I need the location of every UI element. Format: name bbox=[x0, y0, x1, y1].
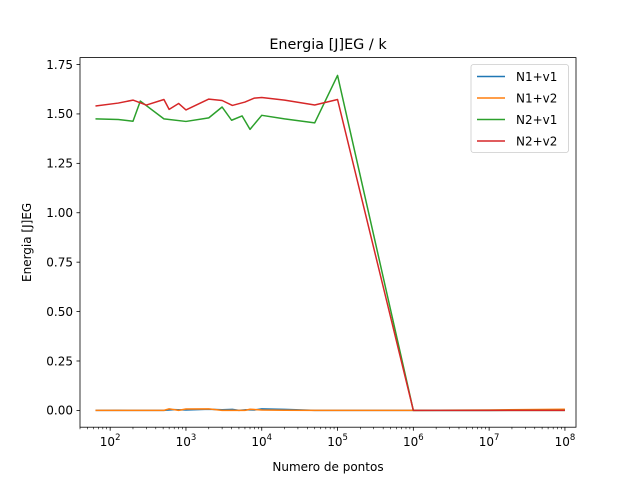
x-axis-ticks: 102 103 104 105 106 107 108 bbox=[79, 427, 576, 449]
legend-label: N2+v2 bbox=[516, 134, 557, 148]
legend-label: N1+v1 bbox=[516, 70, 557, 84]
series-line-4 bbox=[95, 96, 565, 412]
y-tick-label: 0.75 bbox=[46, 255, 73, 269]
x-tick-label: 106 bbox=[403, 433, 424, 449]
y-tick-label: 0.25 bbox=[46, 354, 73, 368]
x-axis-label: Numero de pontos bbox=[272, 460, 383, 474]
legend-label: N1+v2 bbox=[516, 91, 557, 105]
y-axis-ticks: 0.00 0.25 0.50 0.75 1.00 1.25 1.50 1.75 bbox=[46, 58, 80, 418]
x-tick-label: 108 bbox=[555, 433, 576, 449]
chart-title: Energia [J]EG / k bbox=[269, 37, 387, 53]
legend-box bbox=[470, 64, 569, 153]
plot-frame bbox=[79, 57, 577, 428]
x-tick-label: 104 bbox=[251, 433, 272, 449]
y-axis-label: Energia [J]EG bbox=[20, 203, 34, 282]
y-tick-label: 1.00 bbox=[46, 206, 73, 220]
x-tick-label: 105 bbox=[327, 433, 348, 449]
plot-lines bbox=[95, 74, 565, 412]
y-tick-label: 1.50 bbox=[46, 107, 73, 121]
series-line-2 bbox=[95, 408, 565, 412]
legend: N1+v1 N1+v2 N2+v1 N2+v2 bbox=[470, 64, 569, 153]
x-tick-label: 102 bbox=[100, 433, 121, 449]
y-tick-label: 0.00 bbox=[46, 404, 73, 418]
series-line-3 bbox=[95, 74, 565, 412]
x-tick-label: 103 bbox=[176, 433, 197, 449]
y-tick-label: 1.25 bbox=[46, 157, 73, 171]
y-tick-label: 0.50 bbox=[46, 305, 73, 319]
x-tick-label: 107 bbox=[479, 433, 500, 449]
y-tick-label: 1.75 bbox=[46, 58, 73, 72]
legend-label: N2+v1 bbox=[516, 113, 557, 127]
